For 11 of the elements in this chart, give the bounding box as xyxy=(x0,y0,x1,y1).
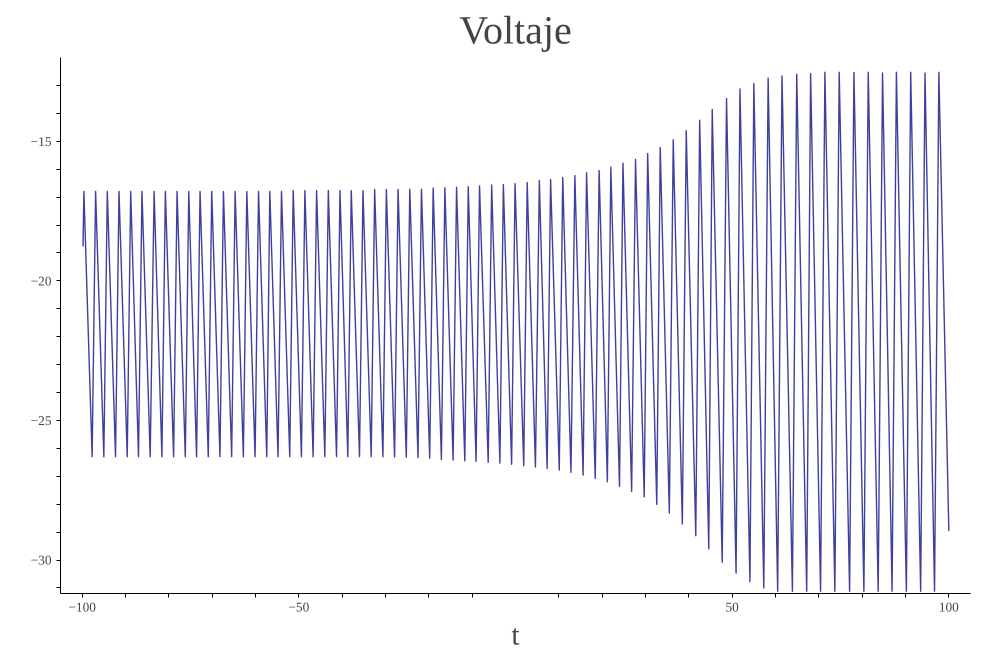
y-tick-label: −15 xyxy=(30,134,52,149)
y-tick-label: −25 xyxy=(30,412,52,428)
chart-title: Voltaje xyxy=(459,8,572,52)
x-tick-label: 50 xyxy=(726,600,740,614)
x-tick-label: −100 xyxy=(68,600,96,614)
x-tick-label: 100 xyxy=(938,600,960,614)
y-tick-label: −20 xyxy=(30,273,52,288)
x-axis-title: t xyxy=(511,620,520,652)
y-tick-label: −30 xyxy=(30,552,52,568)
line-series xyxy=(82,72,950,592)
x-tick-label: −50 xyxy=(288,600,310,614)
